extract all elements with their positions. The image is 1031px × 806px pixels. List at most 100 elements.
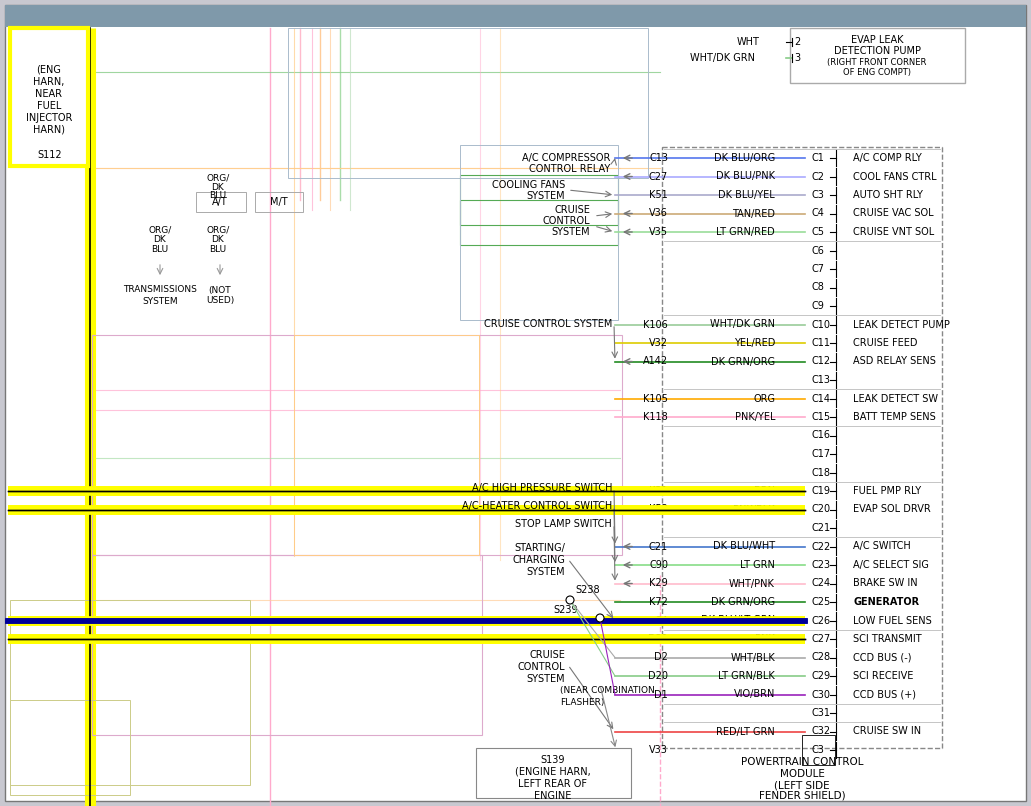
Text: DK: DK [211, 235, 225, 244]
Text: LEAK DETECT PUMP: LEAK DETECT PUMP [853, 319, 950, 330]
Text: S112: S112 [38, 150, 62, 160]
Text: PNK: PNK [756, 634, 775, 644]
Text: BLU: BLU [209, 246, 227, 255]
Text: DETECTION PUMP: DETECTION PUMP [833, 46, 921, 56]
Bar [10, 600, 250, 785]
Text: G4: G4 [655, 616, 668, 625]
Text: K118: K118 [643, 412, 668, 422]
Text: C27: C27 [648, 172, 668, 181]
Text: V36: V36 [650, 209, 668, 218]
Text: DK BLU/YEL: DK BLU/YEL [719, 190, 775, 200]
Text: D21: D21 [648, 634, 668, 644]
Text: C90: C90 [648, 560, 668, 570]
Text: C26: C26 [812, 616, 831, 625]
Text: C29: C29 [812, 671, 831, 681]
Text: SYSTEM: SYSTEM [527, 567, 565, 577]
Bar [92, 335, 622, 555]
Text: ORG/: ORG/ [206, 226, 230, 235]
Text: SCI TRANSMIT: SCI TRANSMIT [853, 634, 922, 644]
Text: CRUISE: CRUISE [529, 650, 565, 660]
Text: D1: D1 [655, 689, 668, 700]
Text: C31: C31 [812, 708, 831, 718]
Text: BATT TEMP SENS: BATT TEMP SENS [853, 412, 936, 422]
Bar [10, 28, 88, 166]
Text: K105: K105 [643, 393, 668, 404]
Text: C16: C16 [812, 430, 831, 441]
Text: C24: C24 [812, 579, 831, 588]
Text: EVAP SOL DRVR: EVAP SOL DRVR [853, 505, 931, 514]
Text: HARN): HARN) [33, 125, 65, 135]
Text: K31: K31 [650, 486, 668, 496]
Text: C18: C18 [812, 467, 831, 477]
Text: HARN,: HARN, [33, 77, 65, 87]
Bar [460, 200, 618, 245]
Text: C11: C11 [812, 338, 831, 348]
Text: BLU: BLU [209, 192, 227, 201]
Text: OF ENG COMPT): OF ENG COMPT) [843, 68, 911, 77]
Text: ENGINE: ENGINE [534, 791, 571, 801]
Text: LT GRN/RED: LT GRN/RED [717, 227, 775, 237]
Text: AUTO SHT RLY: AUTO SHT RLY [853, 190, 923, 200]
Text: V32: V32 [648, 338, 668, 348]
Text: PNK/BLK: PNK/BLK [733, 505, 775, 514]
Text: 3: 3 [794, 53, 800, 63]
Text: A/C COMPRESSOR: A/C COMPRESSOR [522, 153, 610, 163]
Bar [10, 700, 130, 795]
Text: C23: C23 [812, 560, 831, 570]
Text: DK BLU/LT GRN: DK BLU/LT GRN [701, 616, 775, 625]
Text: ORG/: ORG/ [206, 173, 230, 182]
Text: DK BLU/PNK: DK BLU/PNK [716, 172, 775, 181]
Text: DK: DK [154, 235, 166, 244]
Text: A/T: A/T [212, 197, 228, 207]
Text: ORG/: ORG/ [148, 226, 171, 235]
Text: NEAR: NEAR [35, 89, 63, 99]
Circle shape [596, 614, 604, 622]
Text: C19: C19 [812, 486, 831, 496]
Text: C15: C15 [812, 412, 831, 422]
Text: A/C SELECT SIG: A/C SELECT SIG [853, 560, 929, 570]
Text: C7: C7 [812, 264, 825, 274]
Text: C17: C17 [812, 449, 831, 459]
Text: C3: C3 [812, 745, 825, 755]
Text: C8: C8 [812, 282, 825, 293]
Text: K72: K72 [650, 597, 668, 607]
Text: COOL FANS CTRL: COOL FANS CTRL [853, 172, 936, 181]
Text: EVAP LEAK: EVAP LEAK [851, 35, 903, 45]
Text: BRN: BRN [754, 486, 775, 496]
Text: POWERTRAIN CONTROL: POWERTRAIN CONTROL [740, 757, 863, 767]
Text: C32: C32 [812, 726, 831, 737]
Text: SCI RECEIVE: SCI RECEIVE [853, 671, 913, 681]
Text: ASD RELAY SENS: ASD RELAY SENS [853, 356, 936, 367]
Text: M/T: M/T [270, 197, 288, 207]
Text: FUEL PMP RLY: FUEL PMP RLY [853, 486, 921, 496]
Text: LT GRN/BLK: LT GRN/BLK [719, 671, 775, 681]
Text: C28: C28 [812, 653, 831, 663]
Text: C5: C5 [812, 227, 825, 237]
Text: (ENGINE HARN,: (ENGINE HARN, [516, 767, 591, 777]
Text: YEL/RED: YEL/RED [734, 338, 775, 348]
Text: CONTROL RELAY: CONTROL RELAY [529, 164, 610, 174]
Text: CRUISE SW IN: CRUISE SW IN [853, 726, 921, 737]
Text: FENDER SHIELD): FENDER SHIELD) [759, 791, 845, 801]
Bar [255, 192, 303, 212]
Text: STOP LAMP SWITCH: STOP LAMP SWITCH [516, 519, 612, 529]
Text: A/C COMP RLY: A/C COMP RLY [853, 153, 922, 163]
Text: C21: C21 [648, 542, 668, 551]
Bar [288, 28, 648, 178]
Text: INJECTOR: INJECTOR [26, 113, 72, 123]
Text: USED): USED) [206, 297, 234, 305]
Text: CCD BUS (+): CCD BUS (+) [853, 689, 916, 700]
Bar [92, 555, 483, 735]
Text: STARTING/: STARTING/ [514, 543, 565, 553]
Text: K52: K52 [650, 505, 668, 514]
Text: PNK/YEL: PNK/YEL [734, 412, 775, 422]
Bar [5, 5, 1026, 27]
Text: D20: D20 [648, 671, 668, 681]
Text: C4: C4 [812, 209, 825, 218]
Text: COOLING FANS: COOLING FANS [492, 180, 565, 190]
Text: SYSTEM: SYSTEM [142, 297, 177, 305]
Text: LT GRN: LT GRN [740, 560, 775, 570]
Text: LOW FUEL SENS: LOW FUEL SENS [853, 616, 932, 625]
Text: FUEL: FUEL [37, 101, 61, 111]
Text: (LEFT SIDE: (LEFT SIDE [774, 781, 830, 791]
